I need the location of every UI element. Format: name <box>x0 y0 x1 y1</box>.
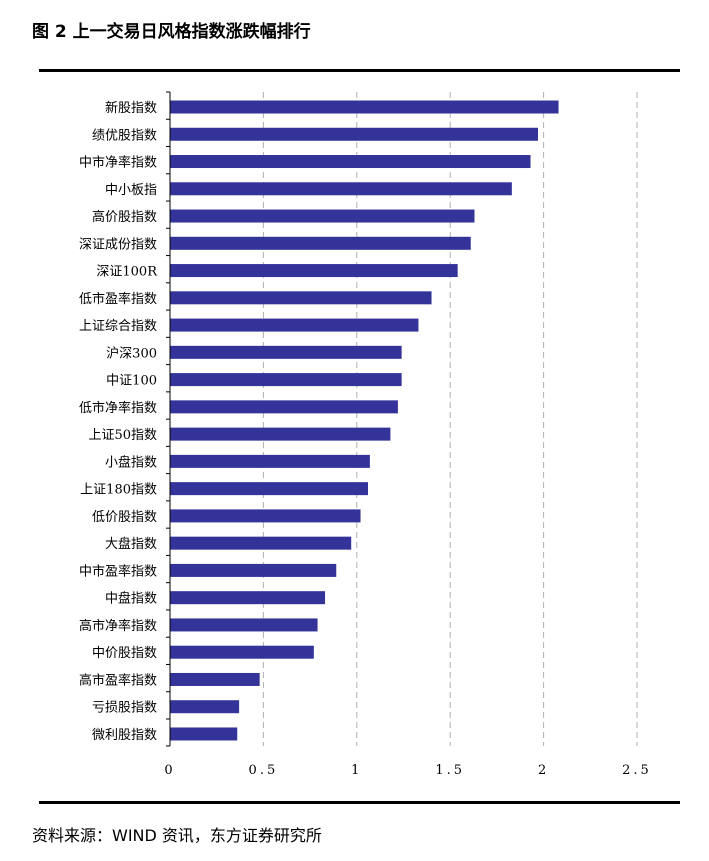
category-label: 高市盈率指数 <box>79 672 157 688</box>
category-label: 中证100 <box>106 374 157 389</box>
figure-title: 图 2 上一交易日风格指数涨跌幅排行 <box>32 22 311 42</box>
bar <box>170 100 559 114</box>
category-label: 中盘指数 <box>105 591 157 607</box>
category-label: 中市净率指数 <box>79 155 157 171</box>
x-tick-label: 1.5 <box>435 763 465 778</box>
category-label: 上证180指数 <box>80 483 157 498</box>
bar <box>170 563 337 577</box>
bar <box>170 127 538 141</box>
category-label: 新股指数 <box>105 100 157 116</box>
value-axis <box>166 91 171 747</box>
category-label: 低市盈率指数 <box>79 291 157 307</box>
category-label: 低市净率指数 <box>79 400 157 416</box>
bar <box>170 645 314 659</box>
category-label: 微利股指数 <box>92 728 157 743</box>
category-label: 高市净率指数 <box>79 618 157 634</box>
category-label: 亏损股指数 <box>92 701 157 716</box>
bar <box>170 236 471 250</box>
x-tick-label: 0.5 <box>249 763 279 778</box>
grid-lines <box>262 92 638 746</box>
x-tick-label: 1 <box>351 763 362 778</box>
category-label: 大盘指数 <box>105 536 157 552</box>
tick-labels: 0 0.5 1 1.5 2 2.5 <box>164 763 652 778</box>
bar <box>170 182 512 196</box>
bar <box>170 509 361 523</box>
category-label: 深证成份指数 <box>79 237 157 252</box>
x-tick-label: 2.5 <box>622 763 652 778</box>
category-label: 上证综合指数 <box>79 319 157 334</box>
bars <box>170 100 559 741</box>
x-tick-label: 0 <box>164 763 175 778</box>
bar <box>170 264 458 278</box>
bar <box>170 345 402 359</box>
top-rule <box>39 69 680 72</box>
bar <box>170 591 326 605</box>
bar <box>170 373 402 387</box>
category-label: 高价股指数 <box>92 209 157 225</box>
bar <box>170 700 240 714</box>
bar <box>170 618 318 632</box>
bar <box>170 482 369 496</box>
category-label: 中小板指 <box>105 183 157 198</box>
bar <box>170 318 419 332</box>
category-label: 沪深300 <box>106 345 157 361</box>
bar <box>170 427 391 441</box>
category-label: 低价股指数 <box>92 510 157 525</box>
bar <box>170 400 398 414</box>
bar <box>170 536 352 550</box>
bar <box>170 155 531 169</box>
bar <box>170 209 475 223</box>
bar <box>170 454 370 468</box>
source-note: 资料来源：WIND 资讯，东方证券研究所 <box>32 826 322 845</box>
bar <box>170 672 260 686</box>
category-label: 上证50指数 <box>88 428 157 443</box>
x-tick-label: 2 <box>538 763 549 778</box>
category-label: 中价股指数 <box>92 646 157 661</box>
bar <box>170 727 238 741</box>
bottom-rule <box>39 801 680 804</box>
category-label: 中市盈率指数 <box>79 563 157 579</box>
category-label: 深证100R <box>96 265 158 280</box>
category-label: 小盘指数 <box>105 454 157 470</box>
bar <box>170 291 432 305</box>
category-label: 绩优股指数 <box>92 128 157 143</box>
